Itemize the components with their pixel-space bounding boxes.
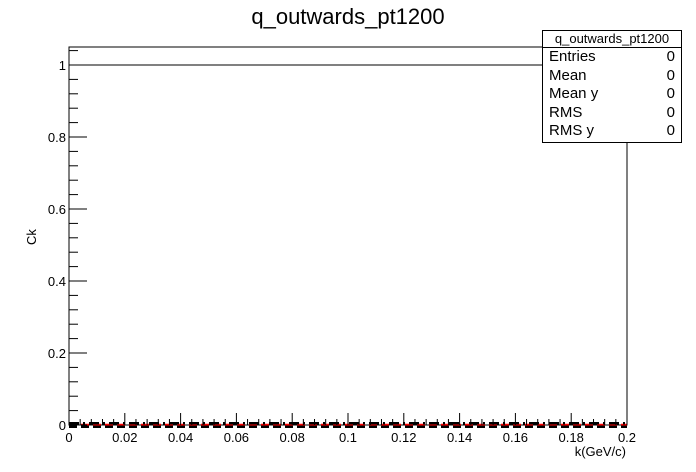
stats-label: Mean: [549, 66, 587, 84]
y-tick-label: 0.4: [48, 274, 66, 289]
x-tick-label: 0.18: [559, 430, 584, 445]
x-tick-label: 0.04: [168, 430, 193, 445]
x-tick-label: 0.06: [224, 430, 249, 445]
x-tick-label: 0.2: [618, 430, 636, 445]
y-tick-label: 1: [59, 58, 66, 73]
stats-value: 0: [666, 85, 675, 103]
stats-row-rms: RMS 0: [543, 104, 681, 123]
stats-row-mean-y: Mean y 0: [543, 85, 681, 104]
x-tick-label: 0.02: [112, 430, 137, 445]
x-axis-label: k(GeV/c): [574, 444, 626, 459]
stats-value: 0: [666, 66, 675, 84]
stats-label: Entries: [549, 48, 596, 65]
y-tick-label: 0.2: [48, 346, 66, 361]
x-tick-label: 0.16: [503, 430, 528, 445]
y-axis: 0 0.2 0.4 0.6 0.8 1: [48, 50, 87, 433]
stats-label: Mean y: [549, 85, 599, 103]
stats-row-entries: Entries 0: [543, 48, 681, 67]
x-tick-label: 0.12: [391, 430, 416, 445]
stats-label: RMS: [549, 103, 583, 121]
y-tick-label: 0.8: [48, 130, 66, 145]
y-tick-label: 0: [59, 418, 66, 433]
stats-title: q_outwards_pt1200: [543, 31, 681, 48]
chart-title: q_outwards_pt1200: [251, 4, 445, 29]
x-tick-label: 0: [65, 430, 72, 445]
x-tick-label: 0.08: [280, 430, 305, 445]
stats-box: q_outwards_pt1200 Entries 0 Mean 0 Mean …: [542, 30, 682, 143]
stats-row-rms-y: RMS y 0: [543, 122, 681, 141]
x-axis: 0 0.02 0.04 0.06 0.08 0.1 0.12 0.14 0.16 0.18 0.2: [65, 413, 636, 445]
stats-value: 0: [666, 103, 675, 121]
stats-row-mean: Mean 0: [543, 67, 681, 86]
y-axis-label: Ck: [24, 229, 39, 245]
stats-value: 0: [666, 122, 675, 140]
x-tick-label: 0.1: [339, 430, 357, 445]
y-tick-label: 0.6: [48, 202, 66, 217]
stats-value: 0: [666, 48, 675, 65]
stats-label: RMS y: [549, 122, 594, 140]
x-tick-label: 0.14: [447, 430, 472, 445]
